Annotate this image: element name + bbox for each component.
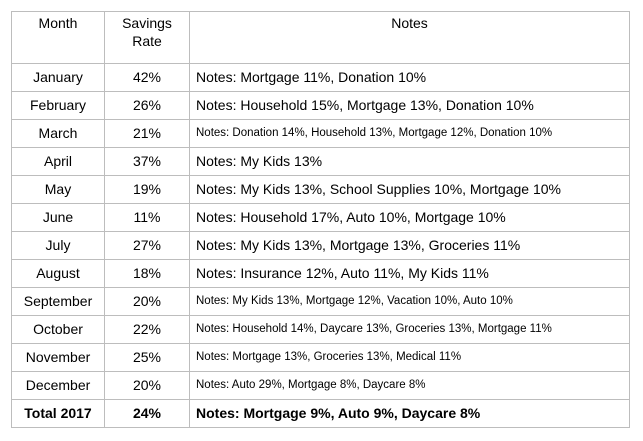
rate-cell: 18% [104, 259, 190, 288]
rate-cell: 27% [104, 231, 190, 260]
rate-cell: 37% [104, 147, 190, 176]
month-cell: May [11, 175, 105, 204]
month-cell: April [11, 147, 105, 176]
rate-cell: 26% [104, 91, 190, 120]
month-cell: February [11, 91, 105, 120]
table-row: November 25% Notes: Mortgage 13%, Grocer… [11, 343, 630, 372]
notes-cell: Notes: Insurance 12%, Auto 11%, My Kids … [189, 259, 630, 288]
month-cell: November [11, 343, 105, 372]
notes-cell: Notes: Household 17%, Auto 10%, Mortgage… [189, 203, 630, 232]
notes-cell: Notes: Mortgage 13%, Groceries 13%, Medi… [189, 343, 630, 372]
table-row: July 27% Notes: My Kids 13%, Mortgage 13… [11, 231, 630, 260]
notes-cell: Notes: Mortgage 11%, Donation 10% [189, 63, 630, 92]
notes-cell: Notes: Household 14%, Daycare 13%, Groce… [189, 315, 630, 344]
table-row: April 37% Notes: My Kids 13% [11, 147, 630, 176]
rate-cell: 11% [104, 203, 190, 232]
table-row: December 20% Notes: Auto 29%, Mortgage 8… [11, 371, 630, 400]
savings-rate-header: Savings Rate [104, 11, 190, 64]
notes-header: Notes [189, 11, 630, 64]
table-row: August 18% Notes: Insurance 12%, Auto 11… [11, 259, 630, 288]
table-row: January 42% Notes: Mortgage 11%, Donatio… [11, 63, 630, 92]
savings-rate-header-line2: Rate [132, 33, 162, 49]
table-row: September 20% Notes: My Kids 13%, Mortga… [11, 287, 630, 316]
rate-cell: 22% [104, 315, 190, 344]
notes-cell: Notes: Household 15%, Mortgage 13%, Dona… [189, 91, 630, 120]
total-row: Total 2017 24% Notes: Mortgage 9%, Auto … [11, 399, 630, 428]
notes-cell: Notes: My Kids 13%, Mortgage 12%, Vacati… [189, 287, 630, 316]
rate-cell: 19% [104, 175, 190, 204]
table-row: May 19% Notes: My Kids 13%, School Suppl… [11, 175, 630, 204]
month-cell: September [11, 287, 105, 316]
header-row: Month Savings Rate Notes [11, 11, 630, 64]
notes-cell: Notes: My Kids 13%, Mortgage 13%, Grocer… [189, 231, 630, 260]
rate-cell: 25% [104, 343, 190, 372]
rate-cell: 20% [104, 371, 190, 400]
notes-cell: Notes: My Kids 13%, School Supplies 10%,… [189, 175, 630, 204]
month-cell: March [11, 119, 105, 148]
table-row: October 22% Notes: Household 14%, Daycar… [11, 315, 630, 344]
month-cell: June [11, 203, 105, 232]
month-cell: July [11, 231, 105, 260]
table-row: March 21% Notes: Donation 14%, Household… [11, 119, 630, 148]
total-rate-cell: 24% [104, 399, 190, 428]
total-month-cell: Total 2017 [11, 399, 105, 428]
notes-cell: Notes: Donation 14%, Household 13%, Mort… [189, 119, 630, 148]
rate-cell: 21% [104, 119, 190, 148]
month-cell: December [11, 371, 105, 400]
savings-table: Month Savings Rate Notes January 42% Not… [11, 11, 630, 428]
table-row: June 11% Notes: Household 17%, Auto 10%,… [11, 203, 630, 232]
notes-cell: Notes: Auto 29%, Mortgage 8%, Daycare 8% [189, 371, 630, 400]
total-notes-cell: Notes: Mortgage 9%, Auto 9%, Daycare 8% [189, 399, 630, 428]
savings-rate-header-line1: Savings [122, 15, 172, 31]
month-cell: October [11, 315, 105, 344]
rate-cell: 42% [104, 63, 190, 92]
month-header: Month [11, 11, 105, 64]
month-cell: August [11, 259, 105, 288]
table-row: February 26% Notes: Household 15%, Mortg… [11, 91, 630, 120]
rate-cell: 20% [104, 287, 190, 316]
notes-cell: Notes: My Kids 13% [189, 147, 630, 176]
month-cell: January [11, 63, 105, 92]
